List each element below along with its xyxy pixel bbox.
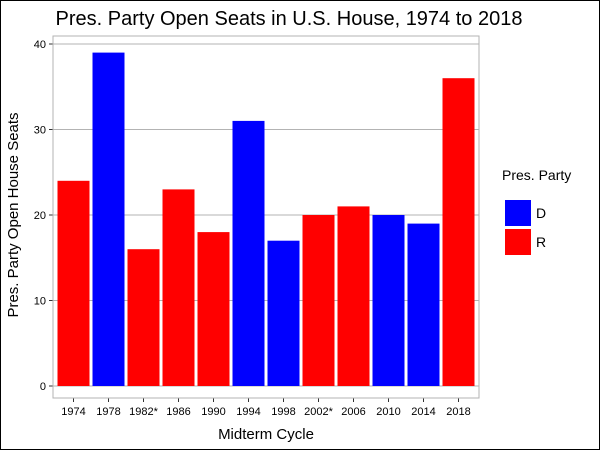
- legend: Pres. Party DR: [502, 167, 571, 255]
- x-tick-label: 2010: [376, 406, 400, 418]
- x-tick-label: 2002*: [304, 406, 333, 418]
- bar-1994: [232, 120, 265, 387]
- plot-border: [52, 35, 480, 399]
- x-tick-label: 2018: [446, 406, 470, 418]
- y-axis-title: Pres. Party Open House Seats: [5, 112, 22, 317]
- bar-1974: [57, 180, 90, 386]
- x-tick-label: 2014: [411, 406, 435, 418]
- plot-area: 0 10 20 30 40 1974 1978 1982* 1986 1990 1994 1998 20…: [34, 35, 480, 418]
- y-tick-label: 20: [34, 210, 46, 222]
- y-tick-label: 10: [34, 296, 46, 308]
- chart-title: Pres. Party Open Seats in U.S. House, 19…: [56, 8, 523, 30]
- x-tick-label: 1994: [236, 406, 260, 418]
- legend-swatch-d: [505, 200, 531, 226]
- bar-2002-starred: [302, 215, 335, 386]
- bar-1978: [92, 52, 125, 386]
- legend-title: Pres. Party: [502, 167, 571, 183]
- bar-2006: [337, 206, 370, 386]
- bar-2018: [442, 78, 475, 386]
- bar-1986: [162, 189, 195, 386]
- x-tick-label: 1990: [201, 406, 225, 418]
- bar-1998: [267, 240, 300, 386]
- x-tick-label: 1998: [271, 406, 295, 418]
- bar-2010: [372, 215, 405, 386]
- legend-label-r: R: [536, 234, 546, 250]
- x-axis-title: Midterm Cycle: [218, 426, 314, 443]
- y-tick-label: 30: [34, 125, 46, 137]
- legend-label-d: D: [536, 205, 546, 221]
- x-tick-label: 2006: [341, 406, 365, 418]
- y-tick-label: 40: [34, 39, 46, 51]
- x-tick-label: 1982*: [129, 406, 158, 418]
- bar-2014: [407, 223, 440, 386]
- x-tick-label: 1974: [61, 406, 85, 418]
- bar-1990: [197, 232, 230, 386]
- x-tick-label: 1978: [96, 406, 120, 418]
- x-tick-label: 1986: [166, 406, 190, 418]
- bar-1982-starred: [127, 249, 160, 386]
- y-tick-label: 0: [40, 381, 46, 393]
- legend-swatch-r: [505, 229, 531, 255]
